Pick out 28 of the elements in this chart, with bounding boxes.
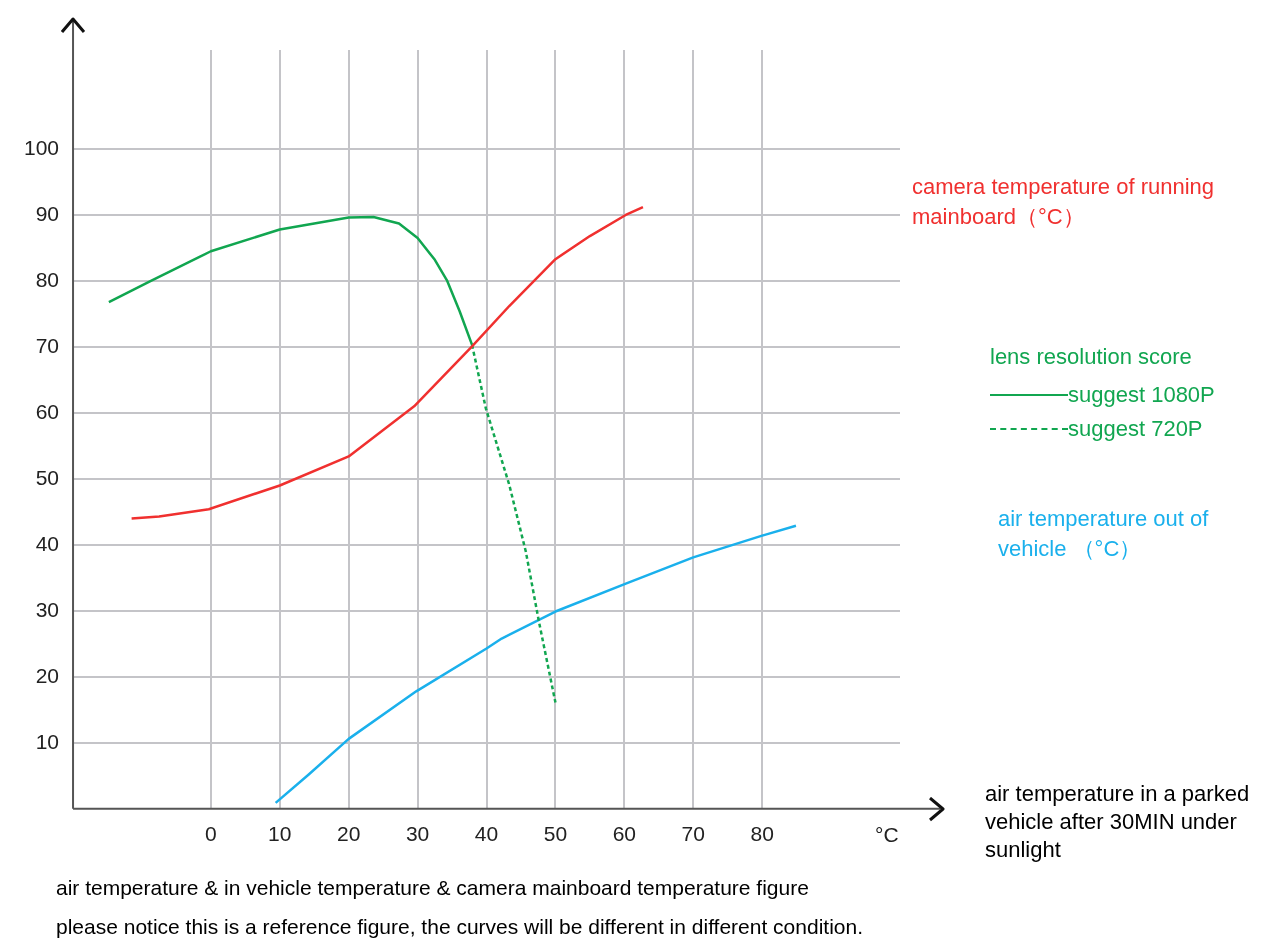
- text: air temperature & in vehicle temperature & camera mainboard temperature figure: [56, 876, 809, 900]
- y-tick-label: 30: [35, 597, 60, 621]
- x-tick-label: 10: [268, 822, 292, 846]
- y-tick-label: 60: [35, 399, 60, 423]
- text: camera temperature of running mainboard（°C）: [912, 173, 1216, 231]
- text: air temperature out of vehicle （°C）: [998, 505, 1210, 563]
- y-tick-label: 20: [35, 663, 60, 687]
- x-axis-title: air temperature in a parked vehicle after 30MIN under sunlight: [985, 780, 1251, 864]
- legend-title: lens resolution score: [990, 343, 1193, 371]
- y-tick-label: 50: [35, 465, 60, 489]
- text: please notice this is a reference figure, the curves will be different in different condition.: [56, 915, 864, 939]
- x-tick-label: 20: [337, 822, 361, 846]
- x-tick-label: 60: [612, 822, 637, 846]
- x-tick-label: 70: [681, 822, 705, 846]
- x-tick-label: 80: [750, 822, 774, 846]
- text: °C: [875, 822, 899, 846]
- x-tick-label: 0: [205, 822, 217, 846]
- y-tick-label: 80: [35, 267, 60, 291]
- legend-label: suggest 1080P: [1068, 381, 1215, 409]
- x-tick-label: 40: [474, 822, 499, 846]
- y-tick-label: 70: [35, 333, 60, 357]
- x-tick-label: 50: [543, 822, 568, 846]
- y-tick-label: 90: [35, 201, 60, 225]
- legend-label: suggest 720P: [1068, 415, 1203, 443]
- y-tick-label: 100: [23, 135, 60, 159]
- y-tick-label: 10: [35, 729, 60, 753]
- x-tick-label: 30: [405, 822, 430, 846]
- y-tick-label: 40: [35, 531, 60, 555]
